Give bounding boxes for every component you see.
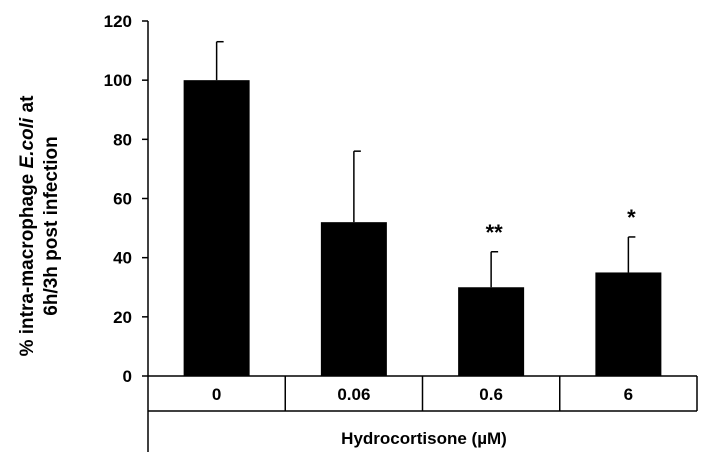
y-tick-label: 60 xyxy=(113,190,132,209)
y-tick-label: 20 xyxy=(113,308,132,327)
y-tick-label: 40 xyxy=(113,249,132,268)
significance-marker: * xyxy=(627,205,636,230)
y-tick-label: 100 xyxy=(104,71,132,90)
x-tick-label: 0.6 xyxy=(479,385,503,404)
y-tick-label: 80 xyxy=(113,130,132,149)
y-label-prefix: % intra-macrophage xyxy=(17,168,38,356)
x-axis: 0 0.06 0.6 6 xyxy=(148,375,698,412)
x-axis-label: Hydrocortisone (µM) xyxy=(341,429,507,448)
y-label-suffix: at xyxy=(17,95,38,118)
bar xyxy=(595,272,662,376)
bar xyxy=(183,80,250,377)
x-tick-label: 6 xyxy=(624,385,633,404)
x-tick-label: 0.06 xyxy=(337,385,370,404)
y-axis-label-line1: % intra-macrophage E.coli at xyxy=(17,95,38,356)
y-tick-label: 0 xyxy=(123,367,132,386)
bars: *** xyxy=(183,40,662,377)
x-tick-label: 0 xyxy=(212,385,221,404)
y-axis-label-line2: 6h/3h post infection xyxy=(41,136,62,315)
significance-marker: ** xyxy=(486,220,504,245)
y-label-italic: E.coli xyxy=(17,117,38,168)
y-tick-label: 120 xyxy=(104,12,132,31)
bar xyxy=(458,287,525,376)
bar xyxy=(320,222,387,376)
y-axis: 0 20 40 60 80 100 120 xyxy=(104,12,149,452)
